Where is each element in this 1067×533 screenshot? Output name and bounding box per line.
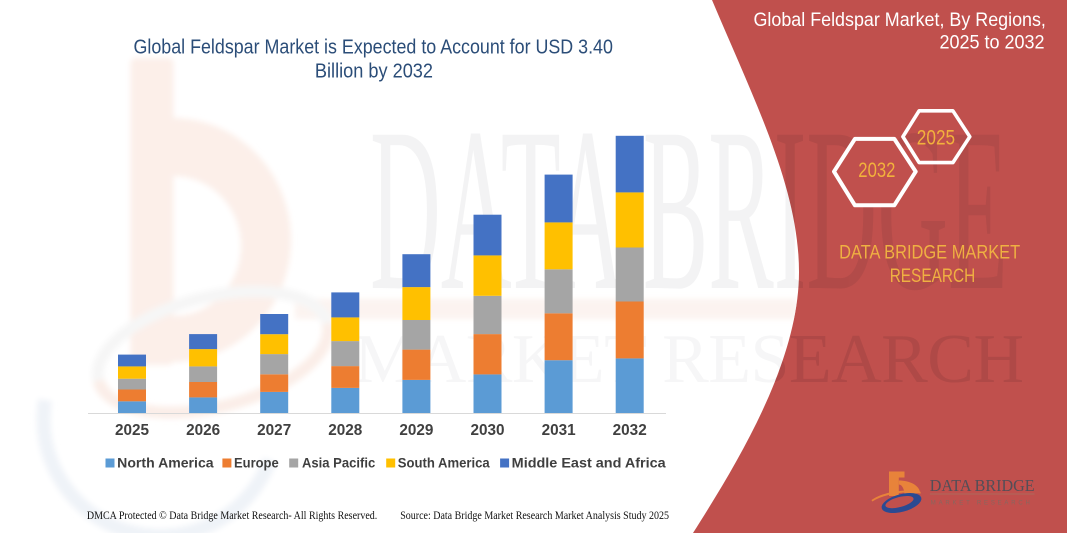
svg-text:DMCA Protected © Data Bridge M: DMCA Protected © Data Bridge Market Rese… <box>87 510 378 522</box>
svg-text:Billion by 2032: Billion by 2032 <box>315 59 433 82</box>
svg-text:2025: 2025 <box>115 422 150 439</box>
svg-text:Middle East and Africa: Middle East and Africa <box>512 455 666 471</box>
svg-text:Europe: Europe <box>234 455 279 471</box>
svg-text:Global Feldspar Market, By Reg: Global Feldspar Market, By Regions, <box>754 9 1046 31</box>
svg-text:RESEARCH: RESEARCH <box>890 265 976 287</box>
svg-text:2028: 2028 <box>328 422 363 439</box>
svg-text:MARKET RESEARCH: MARKET RESEARCH <box>354 321 1024 398</box>
svg-text:DATA BRIDGE MARKET: DATA BRIDGE MARKET <box>839 242 1020 264</box>
svg-text:2032: 2032 <box>613 422 647 439</box>
svg-text:MARKET RESEARCH: MARKET RESEARCH <box>931 501 1030 507</box>
svg-text:DATA BRIDGE: DATA BRIDGE <box>930 476 1035 495</box>
svg-text:Asia Pacific: Asia Pacific <box>302 455 375 471</box>
svg-text:2027: 2027 <box>257 422 291 439</box>
svg-text:2031: 2031 <box>542 422 577 439</box>
svg-text:2026: 2026 <box>186 422 220 439</box>
svg-text:Source: Data Bridge Market Res: Source: Data Bridge Market Research Mark… <box>400 510 669 522</box>
svg-text:2032: 2032 <box>858 159 895 182</box>
svg-text:2030: 2030 <box>470 422 504 439</box>
svg-text:2025 to 2032: 2025 to 2032 <box>940 32 1045 54</box>
svg-text:North America: North America <box>117 455 214 471</box>
svg-text:2029: 2029 <box>399 422 433 439</box>
svg-text:South America: South America <box>398 455 490 471</box>
svg-text:2025: 2025 <box>917 127 955 150</box>
svg-text:Global Feldspar Market is Expe: Global Feldspar Market is Expected to Ac… <box>134 36 613 59</box>
